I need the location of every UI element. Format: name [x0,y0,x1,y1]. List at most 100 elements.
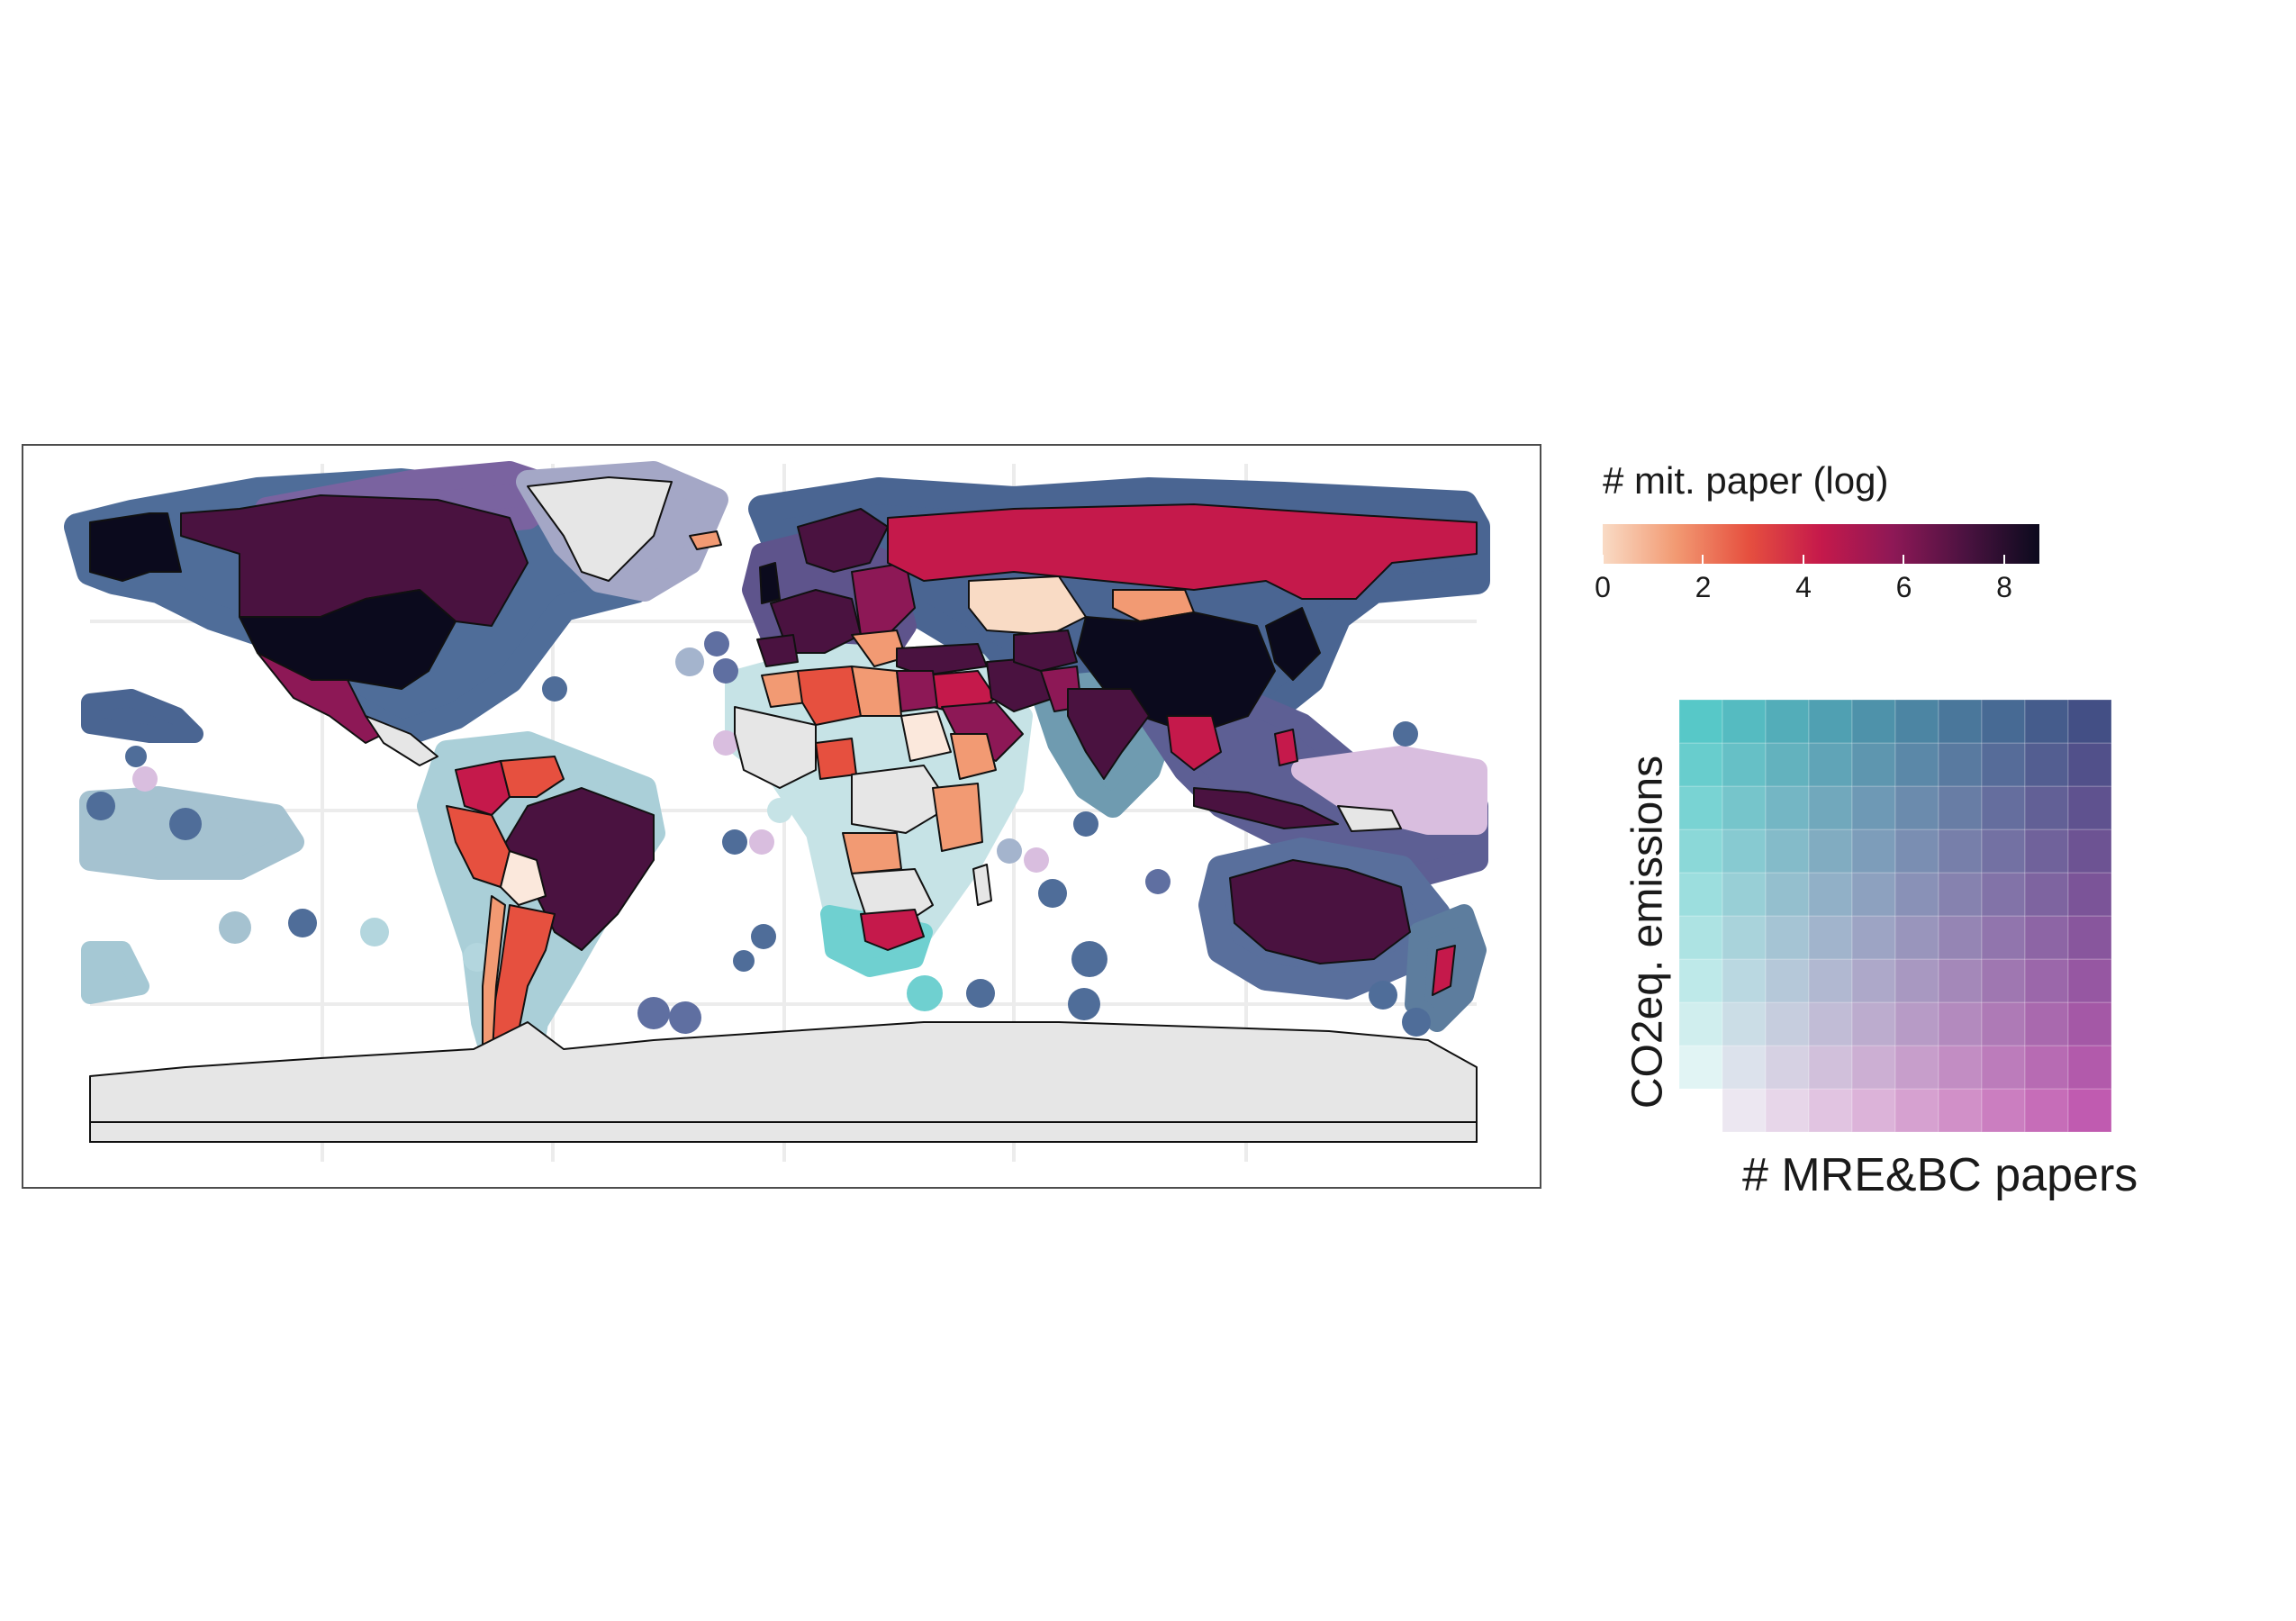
bivariate-grid [1679,700,2112,1133]
bivariate-cell [1808,1001,1853,1046]
country-central-africa [851,765,952,834]
bivariate-cell [1938,785,1983,830]
bivariate-cell [2024,958,2069,1003]
color-bar-tick-mark [1903,555,1905,564]
bivariate-cell [1894,742,1939,787]
bivariate-cell [1808,1045,1853,1090]
country-russia [887,503,1478,600]
bivariate-cell [1938,958,1983,1003]
bivariate-cell [1894,785,1939,830]
bivariate-cell [1981,700,2026,744]
bivariate-cell [2024,700,2069,744]
bivariate-cell [1938,1045,1983,1090]
bivariate-cell [1938,872,1983,917]
bivariate-cell [1765,742,1810,787]
country-indonesia [1193,787,1339,829]
bivariate-cell [1679,872,1723,917]
country-southeast-asia [1166,715,1222,771]
bivariate-cell [2024,1001,2069,1046]
bivariate-cell [1851,700,1896,744]
bivariate-x-label: # MRE&BC papers [1742,1149,2138,1201]
country-korea-japan [1265,607,1321,681]
world-map [64,461,1490,1162]
eez-pacific-north [81,689,203,743]
bivariate-cell [1765,958,1810,1003]
bivariate-legend: CO2eq. emissions # MRE&BC papers [1621,693,2143,1216]
bivariate-cell [2067,785,2112,830]
bivariate-cell [1981,1088,2026,1133]
bivariate-cell [2024,1045,2069,1090]
bivariate-cell [1808,742,1853,787]
bivariate-cell [1851,1088,1896,1133]
bivariate-cell [1765,915,1810,960]
bivariate-cell [1851,958,1896,1003]
bivariate-cell [2067,700,2112,744]
bivariate-cell [1938,742,1983,787]
bivariate-cell [1765,1045,1810,1090]
bivariate-cell [1851,1045,1896,1090]
bivariate-cell [1808,700,1853,744]
bivariate-cell [1679,915,1723,960]
country-west-africa [734,706,817,789]
color-bar-tick-label: 2 [1695,571,1712,603]
country-algeria [797,666,862,726]
country-papua [1337,805,1402,832]
bivariate-cell [1722,872,1767,917]
bivariate-cell [1679,1001,1723,1046]
bivariate-cell [1938,700,1983,744]
bivariate-cell [1808,872,1853,917]
bivariate-cell [1679,700,1723,744]
bivariate-cell [1851,872,1896,917]
bivariate-cell [2024,1088,2069,1133]
bivariate-cell [1851,785,1896,830]
bivariate-cell [1851,1001,1896,1046]
color-bar-tick-label: 8 [1996,571,2012,603]
bivariate-cell [1981,1045,2026,1090]
country-spain [756,634,799,667]
bivariate-cell [1894,1045,1939,1090]
country-philippines [1274,729,1298,766]
countries [89,476,1478,1140]
bivariate-cell [1981,829,2026,874]
color-bar-tick-mark [1702,555,1704,564]
color-bar-tick-mark [1602,555,1604,564]
bivariate-cell [1851,915,1896,960]
country-ethiopia [950,733,997,780]
bivariate-cell [2067,829,2112,874]
bivariate-cell [1894,700,1939,744]
bivariate-cell [1722,829,1767,874]
bivariate-cell [1765,1001,1810,1046]
country-central-asia [1013,629,1078,672]
bivariate-cell [1679,958,1723,1003]
eez-pacific-south [81,941,149,1004]
bivariate-cell [1808,915,1853,960]
bivariate-cell [2067,742,2112,787]
country-greenland [527,476,673,582]
bivariate-cell [1722,958,1767,1003]
bivariate-cell [2024,915,2069,960]
bivariate-cell [2067,872,2112,917]
bivariate-cell [1808,958,1853,1003]
bivariate-cell [2067,1045,2112,1090]
country-iceland [689,530,722,550]
bivariate-cell [1938,829,1983,874]
bivariate-cell [1894,958,1939,1003]
country-australia [1229,859,1411,964]
bivariate-cell [1851,742,1896,787]
bivariate-cell [1894,872,1939,917]
bivariate-cell [2067,915,2112,960]
bivariate-cell [2067,958,2112,1003]
bivariate-cell [1722,785,1767,830]
eez-pacific-islands-east [1291,746,1487,835]
bivariate-cell [1765,829,1810,874]
color-bar-tick-label: 6 [1895,571,1912,603]
bivariate-cell [2024,785,2069,830]
color-bar [1603,524,2039,564]
bivariate-cell [1938,1001,1983,1046]
bivariate-y-label: CO2eq. emissions [1623,755,1672,1109]
bivariate-cell [1679,829,1723,874]
bivariate-cell [1722,1045,1767,1090]
country-antarctica [89,1021,1478,1140]
country-kenya-tanzania [932,783,983,852]
color-bar-tick-label: 0 [1595,571,1611,603]
